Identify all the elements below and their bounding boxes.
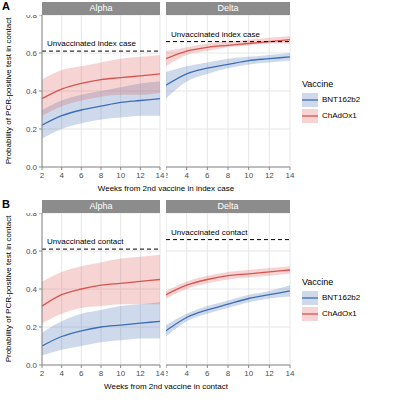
svg-text:Probability of PCR-positive te: Probability of PCR-positive test in cont… [8,215,13,363]
svg-text:2: 2 [166,369,169,378]
svg-text:12: 12 [136,171,145,180]
html-text:BNT162b2: BNT162b2 [322,293,361,302]
svg-text:4: 4 [59,369,64,378]
html-text:Weeks from 2nd vaccine in cont: Weeks from 2nd vaccine in contact [104,382,228,391]
svg-text:6: 6 [79,171,84,180]
svg-text:Unvaccinated index case: Unvaccinated index case [171,30,260,39]
svg-text:10: 10 [116,171,125,180]
svg-text:6: 6 [205,369,210,378]
html-text:ChAdOx1: ChAdOx1 [322,111,357,120]
html-text:Vaccine: Vaccine [302,78,334,89]
svg-text:12: 12 [265,171,274,180]
svg-text:14: 14 [286,369,295,378]
svg-text:8: 8 [226,171,231,180]
svg-text:2: 2 [40,369,45,378]
svg-text:10: 10 [244,171,253,180]
svg-text:8: 8 [226,369,231,378]
svg-text:0.2: 0.2 [26,323,38,332]
svg-text:4: 4 [184,171,189,180]
svg-text:0.0: 0.0 [26,361,38,370]
svg-text:0.4: 0.4 [26,87,38,96]
html-text:Weeks from 2nd vaccine in inde: Weeks from 2nd vaccine in index case [97,184,235,193]
html-text:Alpha: Alpha [89,3,113,13]
svg-text:Unvaccinated contact: Unvaccinated contact [47,237,124,246]
svg-text:8: 8 [99,171,104,180]
svg-text:2: 2 [166,171,169,180]
svg-text:0.2: 0.2 [26,125,38,134]
html-text:B: B [2,198,10,210]
svg-text:14: 14 [156,171,165,180]
svg-text:0.8: 0.8 [26,15,38,20]
svg-text:12: 12 [265,369,274,378]
svg-text:6: 6 [205,171,210,180]
html-text:BNT162b2: BNT162b2 [322,95,361,104]
svg-text:0.6: 0.6 [26,247,38,256]
html-text:A: A [2,0,10,12]
svg-text:Probability of PCR-positive te: Probability of PCR-positive test in cont… [8,17,13,165]
svg-text:4: 4 [184,369,189,378]
svg-text:Unvaccinated contact: Unvaccinated contact [171,228,248,237]
html-text:ChAdOx1: ChAdOx1 [322,309,357,318]
html-text:Delta: Delta [217,3,239,13]
svg-text:6: 6 [79,369,84,378]
svg-text:2: 2 [40,171,45,180]
html-text:Vaccine: Vaccine [302,276,334,287]
svg-text:0.8: 0.8 [26,213,38,218]
html-text:Delta: Delta [217,201,239,211]
svg-text:Unvaccinated index case: Unvaccinated index case [47,39,136,48]
svg-text:14: 14 [156,369,165,378]
svg-text:10: 10 [116,369,125,378]
html-text:Alpha: Alpha [89,201,113,211]
svg-text:10: 10 [244,369,253,378]
svg-text:4: 4 [59,171,64,180]
svg-text:0.4: 0.4 [26,285,38,294]
svg-text:14: 14 [286,171,295,180]
svg-text:8: 8 [99,369,104,378]
svg-text:0.0: 0.0 [26,163,38,172]
svg-text:0.6: 0.6 [26,49,38,58]
svg-text:12: 12 [136,369,145,378]
